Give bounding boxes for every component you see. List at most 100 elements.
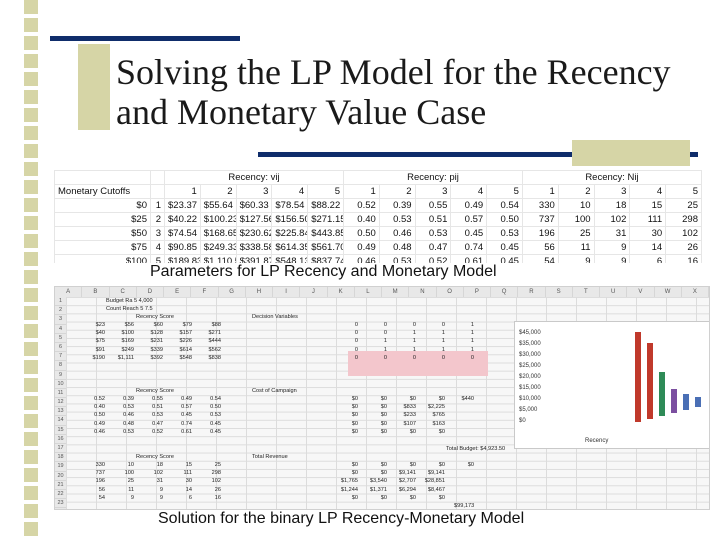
sheet-cell: 30 [185, 478, 192, 485]
sheet-cell: 0.61 [181, 428, 192, 435]
column-letter: Q [491, 287, 519, 297]
column-letter: V [627, 287, 655, 297]
sheet-cell: $0 [351, 494, 358, 501]
deco-bar-left-16 [24, 288, 38, 302]
row-number: 1 [55, 297, 66, 307]
sheet-cell: 1 [441, 330, 445, 337]
sheet-cell: $0 [438, 494, 445, 501]
cutoff-cell: $100 [54, 254, 151, 263]
sheet-cell: 0 [383, 330, 387, 337]
deco-bar-left-29 [24, 522, 38, 536]
chart-bar [683, 394, 689, 410]
sheet-row: 0.46 0.53 0.52 0.61 0.45 [78, 428, 223, 436]
sheet-cell: $79 [182, 322, 192, 328]
revenue-3d-bar-chart: $45,000 $35,000 $30,000 $25,000 $20,000 $15,0… [514, 321, 709, 449]
deco-bar-left-top [24, 0, 38, 14]
column-letter: F [191, 287, 219, 297]
sheet-cell: 0.52 [94, 396, 105, 402]
table-cell: 330 [521, 198, 559, 213]
deco-bar-left-14 [24, 252, 38, 266]
column-letter: N [409, 287, 437, 297]
sheet-cell: $226 [179, 338, 192, 345]
cost-block-header: Cost of Campaign [252, 388, 297, 394]
table-cell: 26 [665, 240, 702, 255]
table-cell: 16 [665, 254, 702, 263]
sheet-cell: $0 [351, 396, 358, 402]
nij-block: 330 10 18 15 25 737 100 102 111 298 196 25 31 30 102 56… [78, 461, 223, 502]
deco-bar-left-8 [24, 144, 38, 158]
column-header: 3 [414, 184, 452, 199]
deco-bar-left-4 [24, 72, 38, 86]
sheet-cell: 1 [470, 338, 474, 345]
sheet-cell: 1 [470, 346, 474, 353]
row-number: 21 [55, 481, 66, 490]
table-cell: 0.48 [378, 240, 416, 255]
row-number: 8 [55, 361, 66, 371]
sheet-row: 0.52 0.39 0.55 0.49 0.54 [78, 395, 223, 403]
chart-bar [659, 372, 665, 416]
sheet-cell: 1 [412, 338, 416, 345]
table-cell: 102 [593, 212, 631, 227]
sheet-cell: $0 [351, 420, 358, 427]
column-letter: L [355, 287, 382, 297]
table-row: $1005$189.83$1,110.54$391.87$548.13$837.… [54, 254, 702, 263]
column-letter: H [246, 287, 273, 297]
sheet-cell: $0 [409, 462, 416, 468]
sheet-cell: 0.45 [181, 412, 192, 419]
deco-bar-left-7 [24, 126, 38, 140]
table-cell: $168.65 [199, 226, 237, 241]
sheet-cell: $107 [403, 420, 416, 427]
chart-axis-label: Recency [585, 438, 608, 444]
spreadsheet-grid: Budget Ra 5 4,000 Count Reach 5 7.5 Rece… [66, 297, 709, 509]
table-cell: 196 [521, 226, 559, 241]
sheet-cell: 0.48 [123, 420, 134, 427]
column-letter: M [382, 287, 410, 297]
column-header: 2 [199, 184, 237, 199]
sheet-row: 0.50 0.46 0.53 0.45 0.53 [78, 411, 223, 419]
sheet-row: 54 9 9 6 16 [78, 494, 223, 502]
sheet-cell: 0.50 [210, 404, 221, 411]
deco-bar-left-21 [24, 378, 38, 392]
sheet-cell: $0 [467, 462, 474, 468]
slide-title: Solving the LP Model for the Recency and… [116, 52, 671, 132]
sheet-cell: 0.53 [123, 428, 134, 435]
deco-bar-left-18 [24, 324, 38, 338]
table-cell: 0.53 [486, 226, 523, 241]
sheet-cell: $40 [95, 330, 105, 337]
pij-block: 0.52 0.39 0.55 0.49 0.54 0.40 0.53 0.51 0.57 0.50… [78, 395, 223, 436]
table-cell: 0.51 [414, 212, 452, 227]
cutoff-cell: $0 [54, 198, 151, 213]
table-cell: $837.74 [307, 254, 344, 263]
sheet-cell: 1 [383, 338, 387, 345]
sheet-row: $1,765 $3,540 $2,707 $28,851 [331, 477, 476, 485]
sheet-cell: $75 [95, 338, 105, 345]
sheet-row: 0.40 0.53 0.51 0.57 0.50 [78, 403, 223, 411]
sheet-cell [447, 411, 476, 419]
sheet-cell: $231 [150, 338, 163, 345]
table-cell: 0.52 [342, 198, 380, 213]
column-letter: J [300, 287, 328, 297]
sheet-cell: 737 [95, 470, 105, 477]
row-number: 23 [55, 499, 66, 509]
column-header: 5 [665, 184, 702, 199]
table-cell: 0.52 [414, 254, 452, 263]
group-header-pij: Recency: pij [342, 170, 523, 185]
table-cell: $338.58 [235, 240, 273, 255]
deco-bar-left-20 [24, 360, 38, 374]
table-cell: $90.85 [164, 240, 201, 255]
cutoff-cell: $50 [54, 226, 151, 241]
column-header: 3 [235, 184, 273, 199]
row-number: 20 [55, 472, 66, 481]
deco-top-rule [50, 36, 240, 41]
table-row: $50 3 $74.54 $168.65 $230.62 $225.84 $443.85 0.… [54, 226, 702, 241]
table-cell: $249.33 [199, 240, 237, 255]
deco-bar-left-17 [24, 306, 38, 320]
table-cell: 25 [557, 226, 595, 241]
sheet-cell: $1,244 [340, 486, 358, 493]
table-cell: 100 [557, 212, 595, 227]
table-cell: $156.50 [271, 212, 309, 227]
sheet-cell: $0 [438, 462, 445, 468]
